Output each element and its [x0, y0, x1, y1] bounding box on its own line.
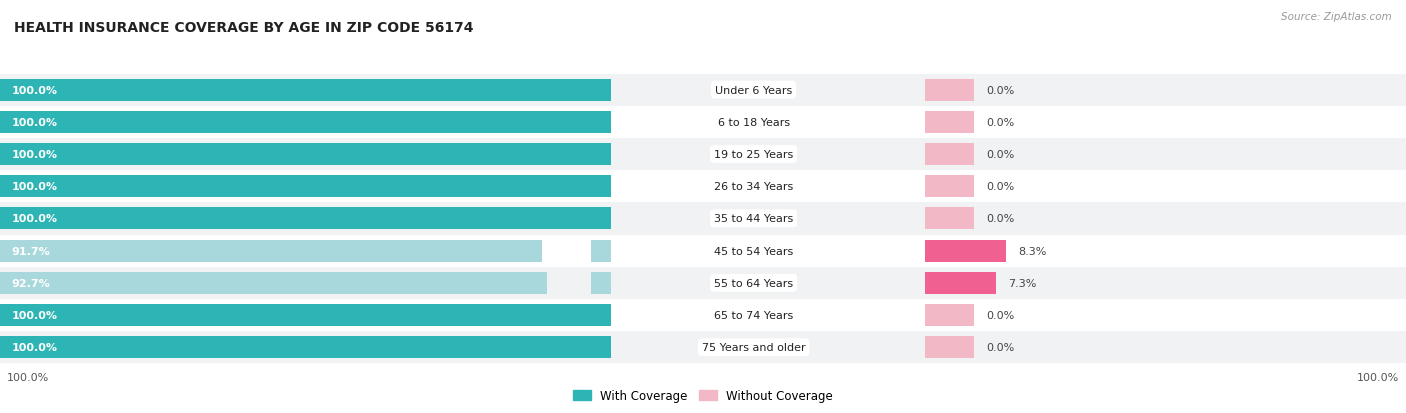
Bar: [591, 240, 610, 262]
Bar: [591, 337, 610, 358]
Text: 100.0%: 100.0%: [11, 214, 58, 224]
Bar: [591, 74, 1406, 107]
Bar: [0, 240, 541, 262]
Bar: [591, 267, 1406, 299]
Text: 92.7%: 92.7%: [11, 278, 51, 288]
Text: HEALTH INSURANCE COVERAGE BY AGE IN ZIP CODE 56174: HEALTH INSURANCE COVERAGE BY AGE IN ZIP …: [14, 21, 474, 35]
Bar: [0, 139, 591, 171]
Text: 0.0%: 0.0%: [986, 85, 1014, 95]
Text: 45 to 54 Years: 45 to 54 Years: [714, 246, 793, 256]
Text: 19 to 25 Years: 19 to 25 Years: [714, 150, 793, 160]
Text: 7.3%: 7.3%: [1008, 278, 1036, 288]
Bar: [0, 176, 591, 198]
Bar: [925, 112, 974, 133]
Bar: [925, 272, 997, 294]
Text: 6 to 18 Years: 6 to 18 Years: [717, 118, 790, 128]
Bar: [591, 304, 610, 326]
Bar: [0, 144, 591, 166]
Bar: [925, 240, 1007, 262]
Bar: [591, 208, 610, 230]
Text: 100.0%: 100.0%: [11, 85, 58, 95]
Text: 65 to 74 Years: 65 to 74 Years: [714, 310, 793, 320]
Bar: [925, 176, 974, 198]
Bar: [925, 144, 974, 166]
Bar: [0, 203, 591, 235]
Bar: [591, 79, 610, 101]
Text: 75 Years and older: 75 Years and older: [702, 342, 806, 352]
Text: Source: ZipAtlas.com: Source: ZipAtlas.com: [1281, 12, 1392, 22]
Bar: [0, 337, 591, 358]
Legend: With Coverage, Without Coverage: With Coverage, Without Coverage: [568, 385, 838, 407]
Bar: [925, 208, 974, 230]
Bar: [0, 299, 591, 331]
Bar: [925, 337, 974, 358]
Bar: [925, 79, 974, 101]
Text: 100.0%: 100.0%: [11, 150, 58, 160]
Text: 55 to 64 Years: 55 to 64 Years: [714, 278, 793, 288]
Text: 35 to 44 Years: 35 to 44 Years: [714, 214, 793, 224]
Text: 100.0%: 100.0%: [11, 342, 58, 352]
Text: 26 to 34 Years: 26 to 34 Years: [714, 182, 793, 192]
Bar: [591, 107, 1406, 139]
Text: 0.0%: 0.0%: [986, 118, 1014, 128]
Bar: [591, 299, 1406, 331]
Text: 8.3%: 8.3%: [1018, 246, 1046, 256]
Text: 100.0%: 100.0%: [11, 310, 58, 320]
Text: 100.0%: 100.0%: [11, 182, 58, 192]
Bar: [0, 304, 591, 326]
Bar: [591, 272, 610, 294]
Text: 0.0%: 0.0%: [986, 182, 1014, 192]
Bar: [0, 235, 591, 267]
Bar: [0, 272, 547, 294]
Bar: [591, 203, 1406, 235]
Text: 100.0%: 100.0%: [1357, 372, 1399, 382]
Text: 0.0%: 0.0%: [986, 310, 1014, 320]
Bar: [0, 74, 591, 107]
Text: Under 6 Years: Under 6 Years: [716, 85, 792, 95]
Text: 91.7%: 91.7%: [11, 246, 51, 256]
Bar: [591, 331, 1406, 363]
Text: 100.0%: 100.0%: [7, 372, 49, 382]
Text: 0.0%: 0.0%: [986, 150, 1014, 160]
Bar: [925, 304, 974, 326]
Bar: [591, 235, 1406, 267]
Bar: [0, 171, 591, 203]
Bar: [591, 171, 1406, 203]
Bar: [0, 208, 591, 230]
Bar: [0, 79, 591, 101]
Bar: [0, 331, 591, 363]
Text: 0.0%: 0.0%: [986, 342, 1014, 352]
Text: 100.0%: 100.0%: [11, 118, 58, 128]
Bar: [591, 144, 610, 166]
Bar: [0, 267, 591, 299]
Bar: [591, 112, 610, 133]
Bar: [591, 176, 610, 198]
Bar: [0, 107, 591, 139]
Text: 0.0%: 0.0%: [986, 214, 1014, 224]
Bar: [0, 112, 591, 133]
Bar: [591, 139, 1406, 171]
